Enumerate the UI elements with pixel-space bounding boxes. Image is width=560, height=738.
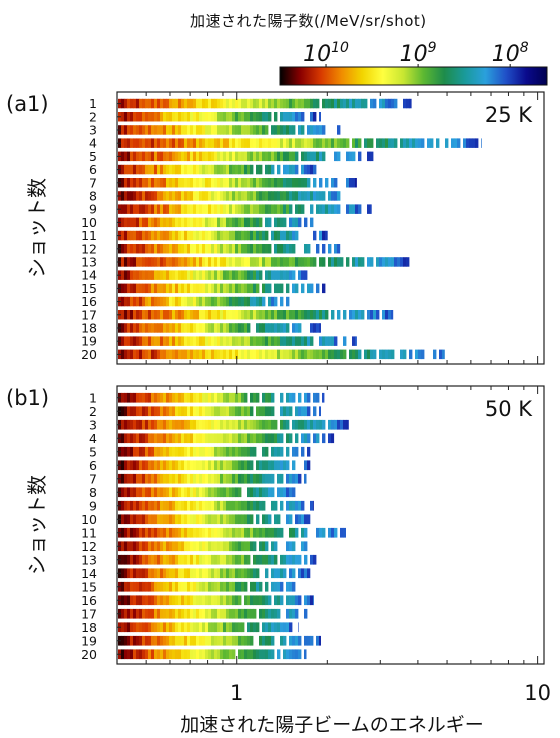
shot-tick-label: 20 (81, 647, 97, 662)
shot-bar-19 (118, 635, 321, 646)
shot-tick-label: 7 (89, 175, 97, 190)
shot-tick-label: 14 (81, 268, 97, 283)
shot-bar-18 (118, 323, 321, 333)
colorbar-tick-label: 108 (492, 40, 529, 67)
shot-tick-label: 17 (81, 307, 97, 322)
shot-tick-label: 3 (89, 123, 97, 138)
temperature-annotation: 50 K (485, 397, 533, 421)
shot-bar-3 (118, 125, 341, 135)
shot-tick-label: 2 (89, 109, 97, 124)
shot-bar-4 (118, 433, 335, 444)
shot-tick-label: 10 (81, 215, 97, 230)
shot-bar-20 (118, 649, 307, 660)
shot-bar-16 (118, 595, 314, 606)
shot-bar-4 (118, 138, 482, 148)
shot-tick-label: 2 (89, 404, 97, 419)
shot-bar-3 (118, 419, 349, 430)
shot-bar-7 (118, 473, 307, 484)
shot-bar-14 (118, 568, 311, 579)
shot-bar-9 (118, 204, 372, 214)
shot-tick-label: 1 (89, 390, 97, 405)
shot-tick-label: 15 (81, 281, 97, 296)
shot-bar-15 (118, 283, 326, 294)
shot-tick-label: 18 (81, 321, 97, 336)
shot-bar-5 (118, 446, 311, 457)
x-axis-label: 加速された陽子ビームのエネルギー (180, 714, 483, 736)
x-tick-label: 10 (524, 681, 551, 705)
shot-tick-label: 13 (81, 255, 97, 270)
shot-bar-5 (118, 151, 374, 162)
shot-bar-8 (118, 487, 296, 498)
shot-tick-label: 5 (89, 149, 97, 164)
shot-tick-label: 19 (81, 334, 97, 349)
shot-tick-label: 1 (89, 96, 97, 111)
shot-bar-13 (118, 257, 410, 267)
x-tick-label: 1 (230, 681, 243, 705)
shot-tick-label: 14 (81, 566, 97, 581)
shot-tick-label: 19 (81, 633, 97, 648)
colorbar-tick-label: 1010 (303, 40, 349, 67)
shot-tick-label: 6 (89, 458, 97, 473)
shot-bar-17 (118, 608, 308, 619)
shot-bar-7 (118, 178, 357, 188)
y-axis-label: ショット数 (25, 475, 49, 575)
shot-bar-10 (118, 217, 314, 228)
shot-tick-label: 9 (89, 202, 97, 217)
shot-bar-10 (118, 514, 311, 525)
shot-tick-label: 8 (89, 189, 97, 204)
shot-bar-13 (118, 554, 317, 565)
shot-tick-label: 6 (89, 162, 97, 177)
shot-tick-label: 16 (81, 294, 97, 309)
shot-tick-label: 10 (81, 512, 97, 527)
shot-tick-label: 3 (89, 417, 97, 432)
shot-bar-2 (118, 112, 321, 122)
shot-tick-label: 7 (89, 471, 97, 486)
shot-tick-label: 11 (81, 525, 97, 540)
shot-tick-label: 12 (81, 539, 97, 554)
shot-bar-19 (118, 336, 357, 346)
shot-bar-17 (118, 310, 394, 320)
colorbar-tick-label: 109 (400, 40, 437, 67)
shot-tick-label: 8 (89, 485, 97, 500)
shot-bar-6 (118, 164, 317, 175)
x-axis-tick-labels: 1 10 (230, 681, 551, 705)
temperature-annotation: 25 K (485, 103, 533, 127)
panel-label: (a1) (6, 92, 49, 116)
shot-tick-label: 15 (81, 579, 97, 594)
shot-tick-label: 17 (81, 606, 97, 621)
shot-tick-label: 12 (81, 241, 97, 256)
shot-tick-label: 13 (81, 552, 97, 567)
y-axis-label: ショット数 (25, 178, 49, 278)
shot-bar-18 (118, 622, 299, 633)
panel-label: (b1) (6, 386, 49, 410)
shot-bar-2 (118, 406, 321, 417)
shot-tick-label: 9 (89, 498, 97, 513)
shot-tick-label: 20 (81, 347, 97, 362)
shot-bar-14 (118, 270, 308, 280)
shot-tick-label: 4 (89, 136, 97, 151)
shot-bar-1 (118, 98, 412, 109)
shot-tick-label: 5 (89, 444, 97, 459)
shot-tick-label: 18 (81, 620, 97, 635)
shot-tick-label: 16 (81, 593, 97, 608)
shot-bar-1 (118, 392, 325, 403)
shot-tick-label: 4 (89, 431, 97, 446)
colorbar: 1010 109 108 (279, 40, 548, 86)
shot-bar-12 (118, 244, 341, 254)
shot-bar-11 (118, 527, 346, 538)
shot-bar-8 (118, 191, 341, 201)
shot-bar-11 (118, 230, 328, 241)
shot-bar-16 (118, 296, 290, 307)
colorbar-scale (279, 66, 548, 86)
shot-tick-label: 11 (81, 228, 97, 243)
colorbar-title: 加速された陽子数(/MeV/sr/shot) (190, 12, 427, 30)
shot-bar-20 (118, 349, 445, 360)
shot-bar-6 (118, 460, 311, 471)
shot-bar-12 (118, 541, 308, 552)
